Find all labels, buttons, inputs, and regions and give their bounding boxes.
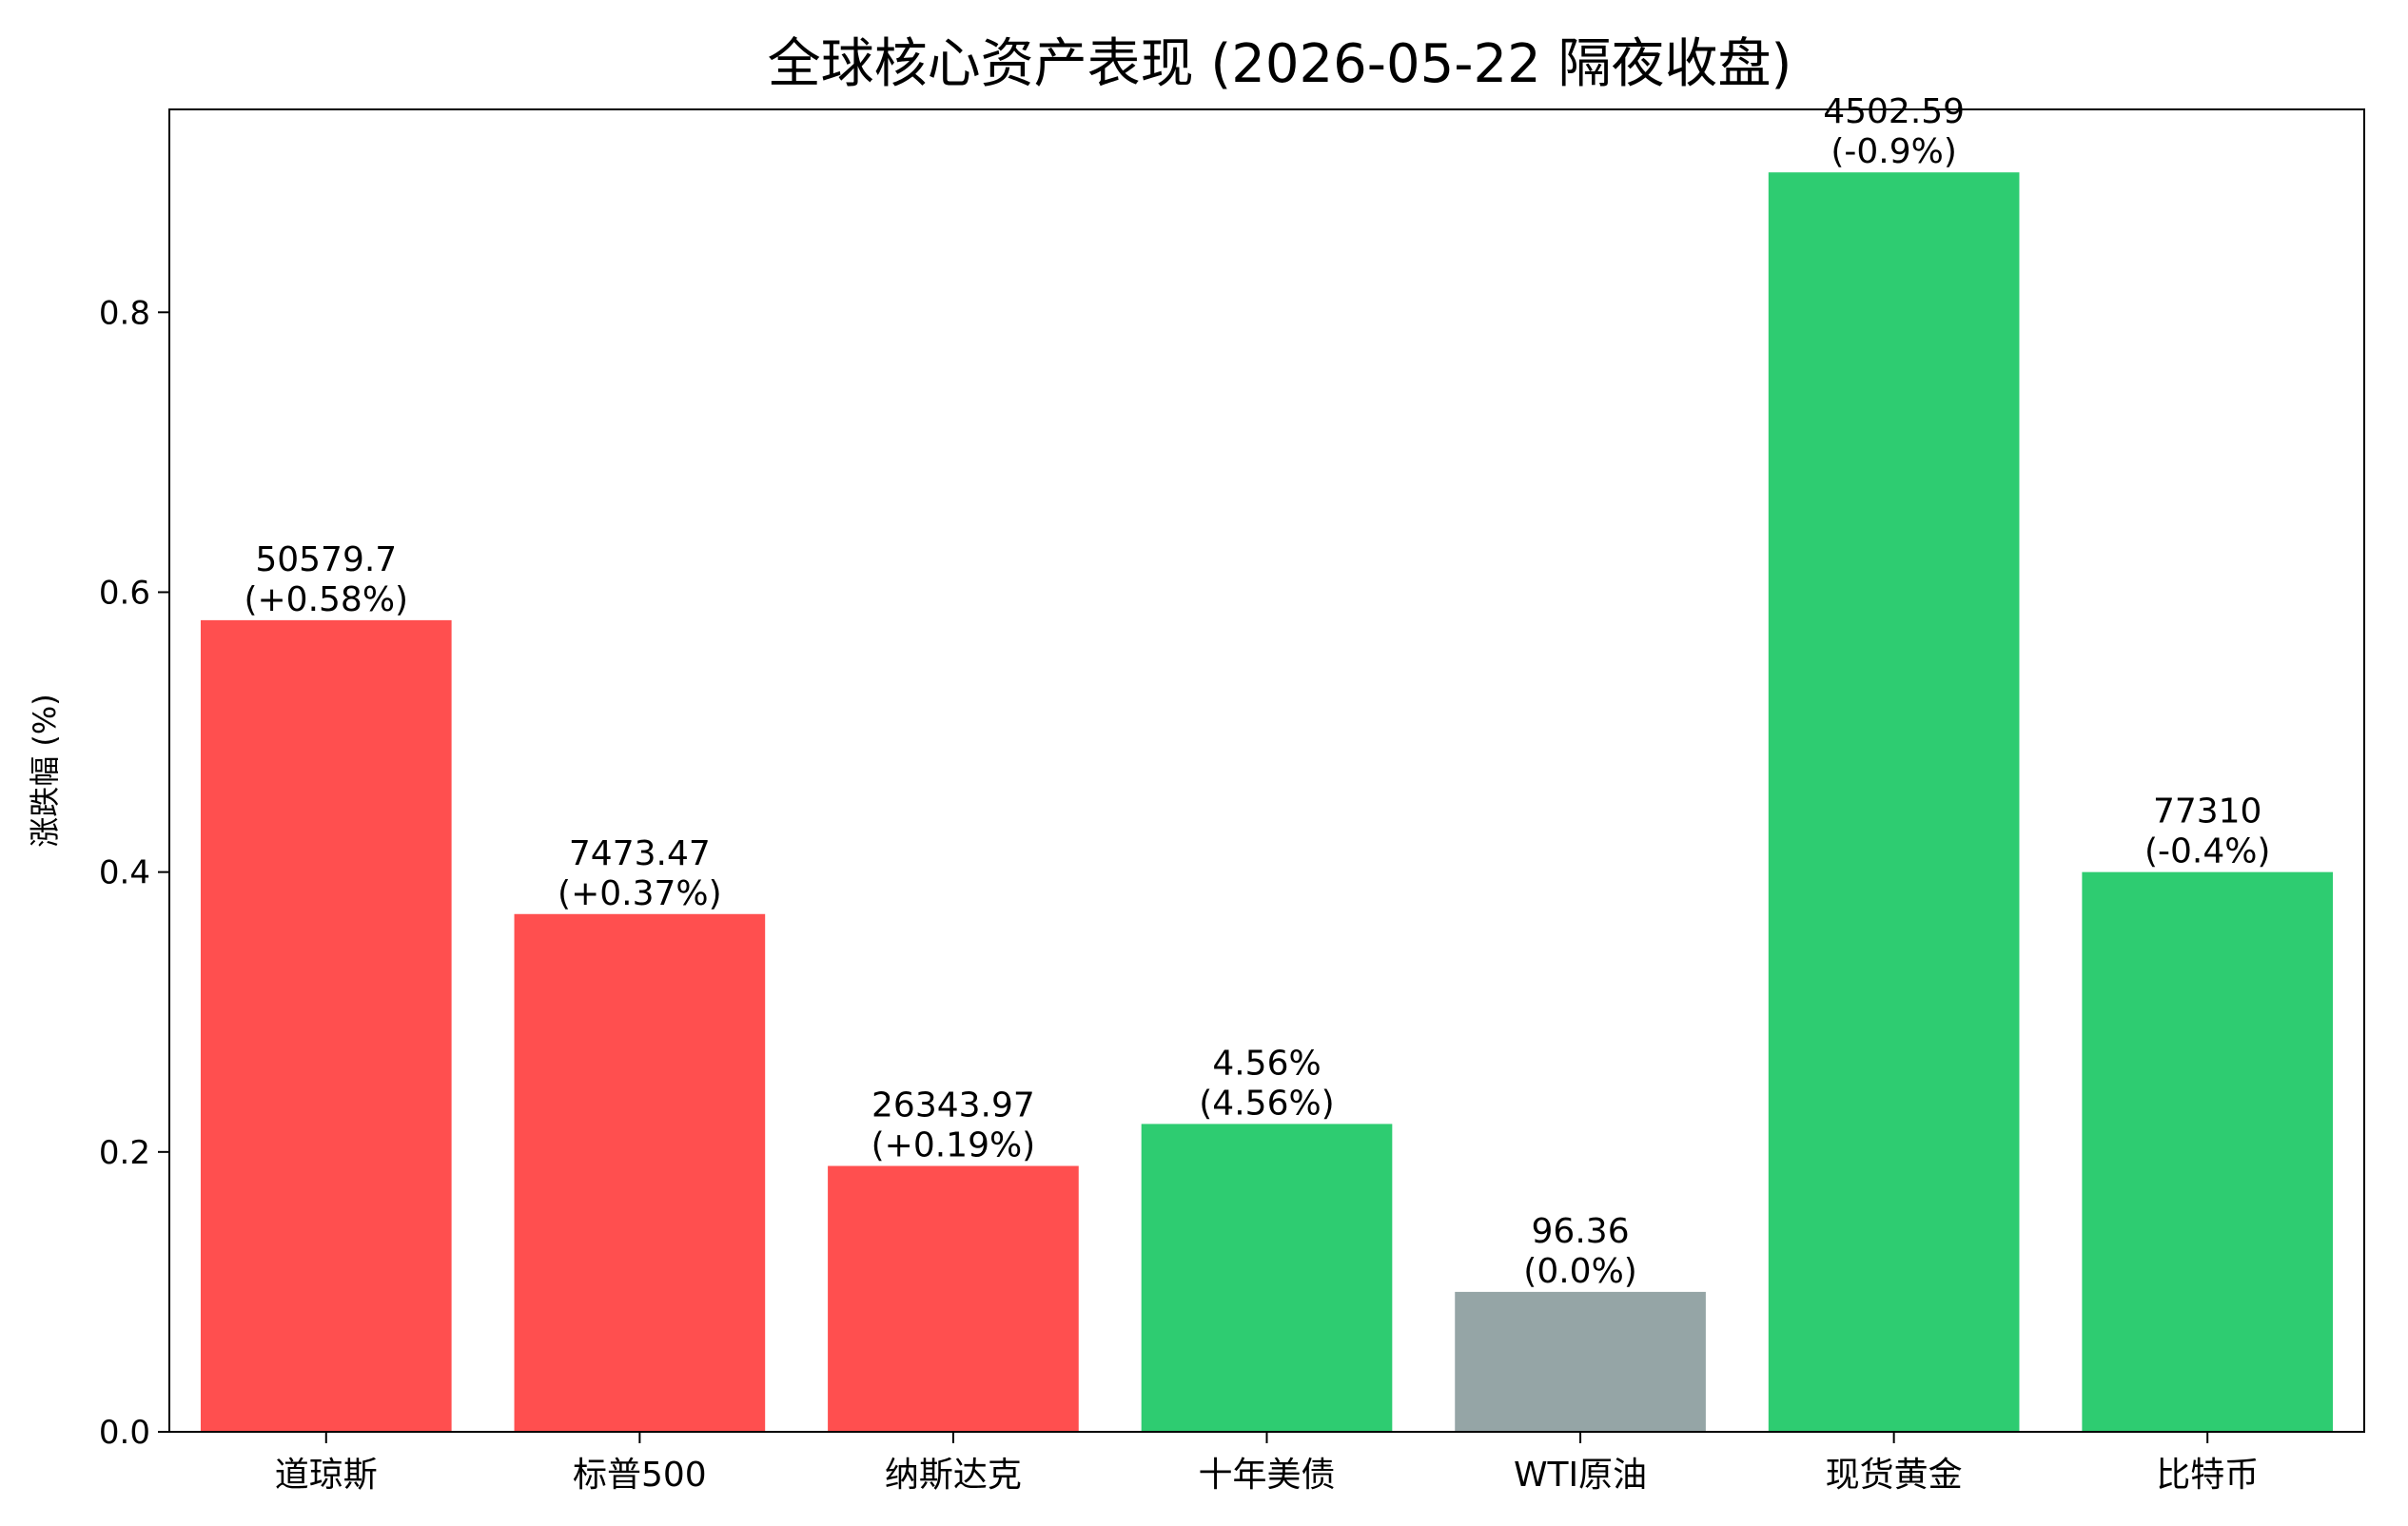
plot-area: 50579.7(+0.58%) 7473.47(+0.37%) 26343.97(+… <box>99 92 2365 1495</box>
y-tick-label-1: 0.0 <box>99 1414 150 1452</box>
y-tick-label-5: 0.8 <box>99 294 150 332</box>
bar-3 <box>828 1165 1079 1432</box>
x-tick-label-3: 纳斯达克 <box>885 1456 1022 1495</box>
y-tick-label-4: 0.6 <box>99 574 150 612</box>
bar-change-label-3: (+0.19%) <box>871 1126 1036 1165</box>
bar-6 <box>1768 172 2020 1433</box>
bar-1 <box>200 619 452 1432</box>
bar-change-label-4: (4.56%) <box>1199 1084 1334 1123</box>
x-tick-label-6: 现货黄金 <box>1826 1456 1963 1495</box>
bar-change-label-6: (-0.9%) <box>1830 132 1957 171</box>
x-tick-label-1: 道琼斯 <box>275 1456 378 1495</box>
bar-5 <box>1455 1291 1706 1432</box>
bar-price-label-3: 26343.97 <box>871 1086 1035 1125</box>
x-tick-label-5: WTI原油 <box>1514 1456 1647 1495</box>
bar-4 <box>1141 1124 1393 1432</box>
x-tick-label-2: 标普500 <box>573 1456 707 1495</box>
bar-price-label-2: 7473.47 <box>569 834 711 873</box>
bar-change-label-1: (+0.58%) <box>244 580 408 619</box>
bar-change-label-5: (0.0%) <box>1523 1252 1637 1291</box>
x-tick-label-7: 比特币 <box>2156 1456 2259 1495</box>
bar-price-label-4: 4.56% <box>1212 1044 1321 1083</box>
x-tick-label-4: 十年美债 <box>1198 1456 1335 1495</box>
y-tick-label-2: 0.2 <box>99 1134 150 1172</box>
bar-price-label-1: 50579.7 <box>255 540 397 579</box>
y-axis-label: 涨跌幅 (%) <box>27 694 63 848</box>
bar-7 <box>2082 871 2334 1432</box>
bar-change-label-7: (-0.4%) <box>2144 832 2271 871</box>
bar-price-label-7: 77310 <box>2153 792 2262 831</box>
bar-change-label-2: (+0.37%) <box>558 874 722 913</box>
chart-title: 全球核心资产表现 (2026-05-22 隔夜收盘) <box>768 33 1792 95</box>
bar-2 <box>514 913 766 1432</box>
bar-price-label-6: 4502.59 <box>1823 92 1965 131</box>
bar-price-label-5: 96.36 <box>1532 1212 1630 1251</box>
y-tick-label-3: 0.4 <box>99 854 150 892</box>
